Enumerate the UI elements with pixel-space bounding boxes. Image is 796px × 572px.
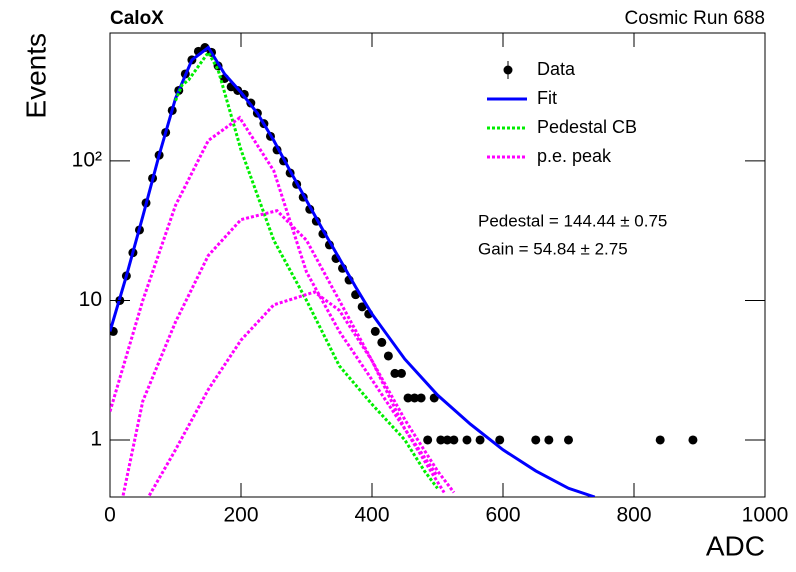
legend-label: p.e. peak [537,146,612,166]
legend-label: Fit [537,88,557,108]
x-tick-label: 800 [616,504,651,527]
data-point [449,435,459,445]
curve [174,49,439,490]
y-tick-label: 1 [90,427,102,450]
data-point [436,435,446,445]
data-point [655,435,665,445]
data-point [495,435,505,445]
chart-title: Cosmic Run 688 [625,8,765,29]
data-point [410,393,420,403]
data-point [462,435,472,445]
x-tick-label: 400 [354,504,389,527]
plot-frame [109,32,766,498]
x-tick-label: 600 [485,504,520,527]
annotation: Pedestal = 144.44 ± 0.75 [478,211,667,230]
x-tick-label: 200 [223,504,258,527]
x-axis-title: ADC [706,530,765,561]
legend-symbol [503,65,513,75]
data-point [390,368,400,378]
plot-area [110,43,698,497]
data-point [423,435,433,445]
legend-label: Pedestal CB [537,117,637,137]
y-tick-label: 10² [72,148,102,171]
legend-label: Data [537,59,576,79]
data-point [403,393,413,403]
data-point [396,368,406,378]
y-axis-title: Events [20,33,51,119]
data-point [383,351,393,361]
x-tick-label: 0 [104,504,116,527]
annotation: Gain = 54.84 ± 2.75 [478,239,628,258]
data-point [688,435,698,445]
data-point [531,435,541,445]
data-point [544,435,554,445]
data-point [475,435,485,445]
data-point [564,435,573,445]
data-point [357,302,367,312]
corner-label: CaloX [110,8,164,29]
x-tick-label: 1000 [742,504,789,527]
y-tick-label: 10 [79,288,102,311]
curve [110,115,456,497]
curve [110,45,596,497]
data-point [377,337,387,347]
data-point [370,326,380,336]
data-point [442,435,452,445]
data-point [416,393,426,403]
